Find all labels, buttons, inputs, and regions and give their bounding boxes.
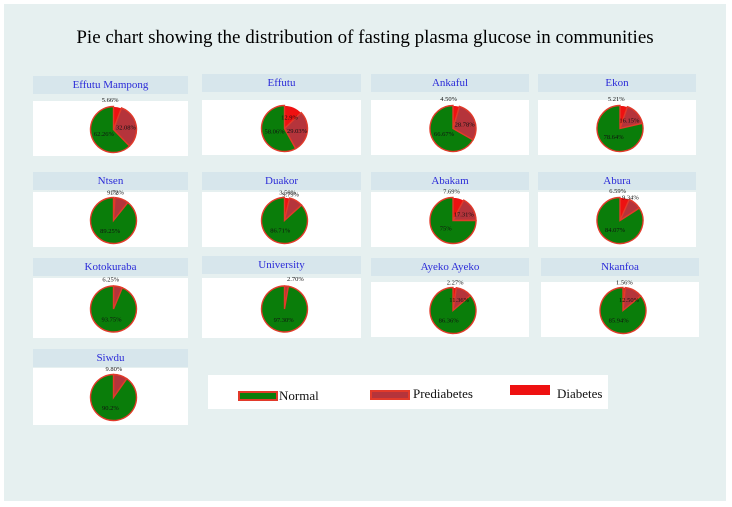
data-label-normal-abakam: 75% (440, 225, 453, 232)
data-label-diabetes-abura: 6.59% (609, 188, 626, 195)
slice-normal-ayeko-ayeko (429, 286, 477, 335)
data-label-prediabetes-effutu: 29.03% (287, 128, 308, 135)
data-label-prediabetes-abakam: 17.31% (454, 212, 475, 219)
panel-title-abakam: Abakam (371, 172, 529, 190)
pie-panel-duakor: 3.50% 9.79% 86.71% (202, 190, 361, 247)
slice-prediabetes-effutu (283, 111, 309, 150)
pie-panel-university: 2.70% 97.30% (202, 276, 361, 338)
data-label-prediabetes-ntsen: 9.72% (107, 189, 124, 196)
pie-siwdu: 9.80% 90.2% (89, 366, 138, 422)
data-label-normal-abura: 84.07% (605, 227, 626, 234)
data-label-diabetes-ayeko-ayeko: 2.27% (447, 280, 464, 287)
pie-nkanfoa: 1.56% 12.50% 85.94% (599, 280, 647, 335)
data-label-prediabetes-ankaful: 28.78% (455, 121, 476, 128)
panel-title-duakor: Duakor (202, 172, 361, 190)
pie-abakam: 7.69% 17.31%75% (429, 188, 477, 245)
slice-normal-university (260, 285, 309, 333)
data-label-normal-effutu-mampong: 62.26% (94, 131, 115, 138)
pie-panel-ankaful: 4.50% 28.78% 66.67% (371, 96, 529, 155)
data-label-prediabetes-ekon: 16.15% (619, 118, 640, 125)
pie-ekon: 5.21% 16.15% 78.64% (596, 96, 644, 153)
pie-abura: 6.59%9.34% 84.07% (596, 188, 644, 245)
data-label-prediabetes-duakor: 9.79% (282, 191, 299, 198)
slice-normal-nkanfoa (599, 286, 647, 335)
panel-title-ayeko-ayeko: Ayeko Ayeko (371, 258, 529, 276)
slice-normal-ekon (596, 104, 644, 153)
slice-normal-effutu (260, 104, 297, 153)
panel-title-siwdu: Siwdu (33, 349, 188, 367)
data-label-normal-effutu: 58.06% (264, 129, 285, 136)
slice-normal-ankaful (429, 104, 474, 153)
slice-normal-kotokuraba (89, 285, 138, 333)
pie-panel-ekon: 5.21% 16.15% 78.64% (538, 96, 696, 155)
panel-title-university: University (202, 256, 361, 274)
legend-swatch-diabetes (510, 385, 550, 395)
data-label-diabetes-abakam: 7.69% (443, 188, 460, 195)
slice-normal-abakam (429, 196, 477, 245)
data-label-prediabetes-university: 2.70% (287, 276, 304, 283)
legend: Normal Prediabetes Diabetes (208, 375, 608, 409)
panel-title-ankaful: Ankaful (371, 74, 529, 92)
data-label-prediabetes-nkanfoa: 12.50% (619, 297, 640, 304)
data-label-diabetes-ankaful: 4.50% (440, 96, 457, 103)
data-label-prediabetes-kotokuraba: 6.25% (102, 277, 119, 284)
panel-title-effutu-mampong: Effutu Mampong (33, 76, 188, 94)
data-label-normal-ankaful: 66.67% (434, 131, 455, 138)
pie-panel-effutu: 12.9% 29.03% 58.06% (202, 100, 361, 155)
data-label-normal-university: 97.30% (274, 317, 295, 324)
data-label-normal-duakor: 86.71% (270, 228, 291, 235)
pie-duakor: 3.50%9.79% 86.71% (260, 190, 309, 245)
legend-swatch-prediabetes (370, 390, 410, 400)
data-label-diabetes-ntsen: 1% (110, 190, 119, 197)
pie-ayeko-ayeko: 2.27% 11.36% 86.36% (429, 280, 477, 335)
data-label-normal-nkanfoa: 85.94% (609, 317, 630, 324)
legend-swatch-normal (238, 391, 278, 401)
data-label-prediabetes-abura: 9.34% (622, 195, 639, 202)
pie-panel-kotokuraba: 6.25% 93.75% (33, 277, 188, 338)
panel-title-kotokuraba: Kotokuraba (33, 258, 188, 276)
slice-prediabetes-effutu-mampong (112, 107, 138, 147)
slice-normal-duakor (260, 196, 309, 245)
pie-university: 2.70% 97.30% (260, 276, 309, 333)
pie-panel-nkanfoa: 1.56% 12.50% 85.94% (541, 280, 699, 337)
pie-effutu-mampong: 5.66% 32.08%62.26% (89, 97, 138, 154)
pie-ankaful: 4.50% 28.78%66.67% (429, 96, 477, 153)
panel-title-abura: Abura (538, 172, 696, 190)
chart-title: Pie chart showing the distribution of fa… (76, 27, 654, 48)
pie-panel-effutu-mampong: 5.66% 32.08% 62.26% (33, 97, 188, 156)
data-label-normal-kotokuraba: 93.75% (101, 317, 122, 324)
data-label-normal-ntsen: 89.25% (100, 228, 121, 235)
data-label-prediabetes-ayeko-ayeko: 11.36% (449, 297, 469, 304)
data-label-prediabetes-effutu-mampong: 32.08% (116, 124, 137, 131)
slice-normal-ntsen (89, 196, 138, 245)
pie-panel-ayeko-ayeko: 2.27% 11.36% 86.36% (371, 280, 529, 337)
data-label-normal-ayeko-ayeko: 86.36% (439, 317, 460, 324)
slice-normal-effutu-mampong (89, 105, 131, 154)
slice-normal-siwdu (89, 373, 138, 422)
data-label-diabetes-nkanfoa: 1.56% (616, 280, 633, 287)
panel-title-effutu: Effutu (202, 74, 361, 92)
data-label-diabetes-duakor: 3.50% (279, 190, 296, 197)
pie-ntsen: 1%9.72% 89.25% (89, 189, 138, 245)
panel-title-ekon: Ekon (538, 74, 696, 92)
pie-kotokuraba: 6.25% 93.75% (89, 277, 138, 333)
pie-effutu: 12.9% 29.03%58.06% (260, 104, 309, 153)
panel-title-nkanfoa: Nkanfoa (541, 258, 699, 276)
pie-panel-ntsen: 1% 9.72% 89.25% (33, 189, 188, 247)
data-label-diabetes-ekon: 5.21% (608, 96, 625, 103)
slice-normal-abura (596, 196, 644, 245)
legend-label-diabetes: Diabetes (557, 386, 603, 401)
data-label-prediabetes-siwdu: 9.80% (106, 366, 123, 373)
data-label-diabetes-effutu-mampong: 5.66% (102, 97, 119, 104)
data-label-diabetes-effutu: 12.9% (281, 114, 298, 121)
legend-label-normal: Normal (279, 388, 319, 403)
data-label-normal-ekon: 78.64% (604, 134, 625, 141)
panel-title-ntsen: Ntsen (33, 172, 188, 190)
pie-panel-siwdu: 9.80% 90.2% (33, 366, 188, 425)
pie-panel-abura: 6.59% 9.34% 84.07% (538, 188, 696, 247)
legend-label-prediabetes: Prediabetes (413, 386, 473, 401)
data-label-normal-siwdu: 90.2% (102, 405, 119, 412)
pie-panel-abakam: 7.69% 17.31% 75% (371, 188, 529, 247)
